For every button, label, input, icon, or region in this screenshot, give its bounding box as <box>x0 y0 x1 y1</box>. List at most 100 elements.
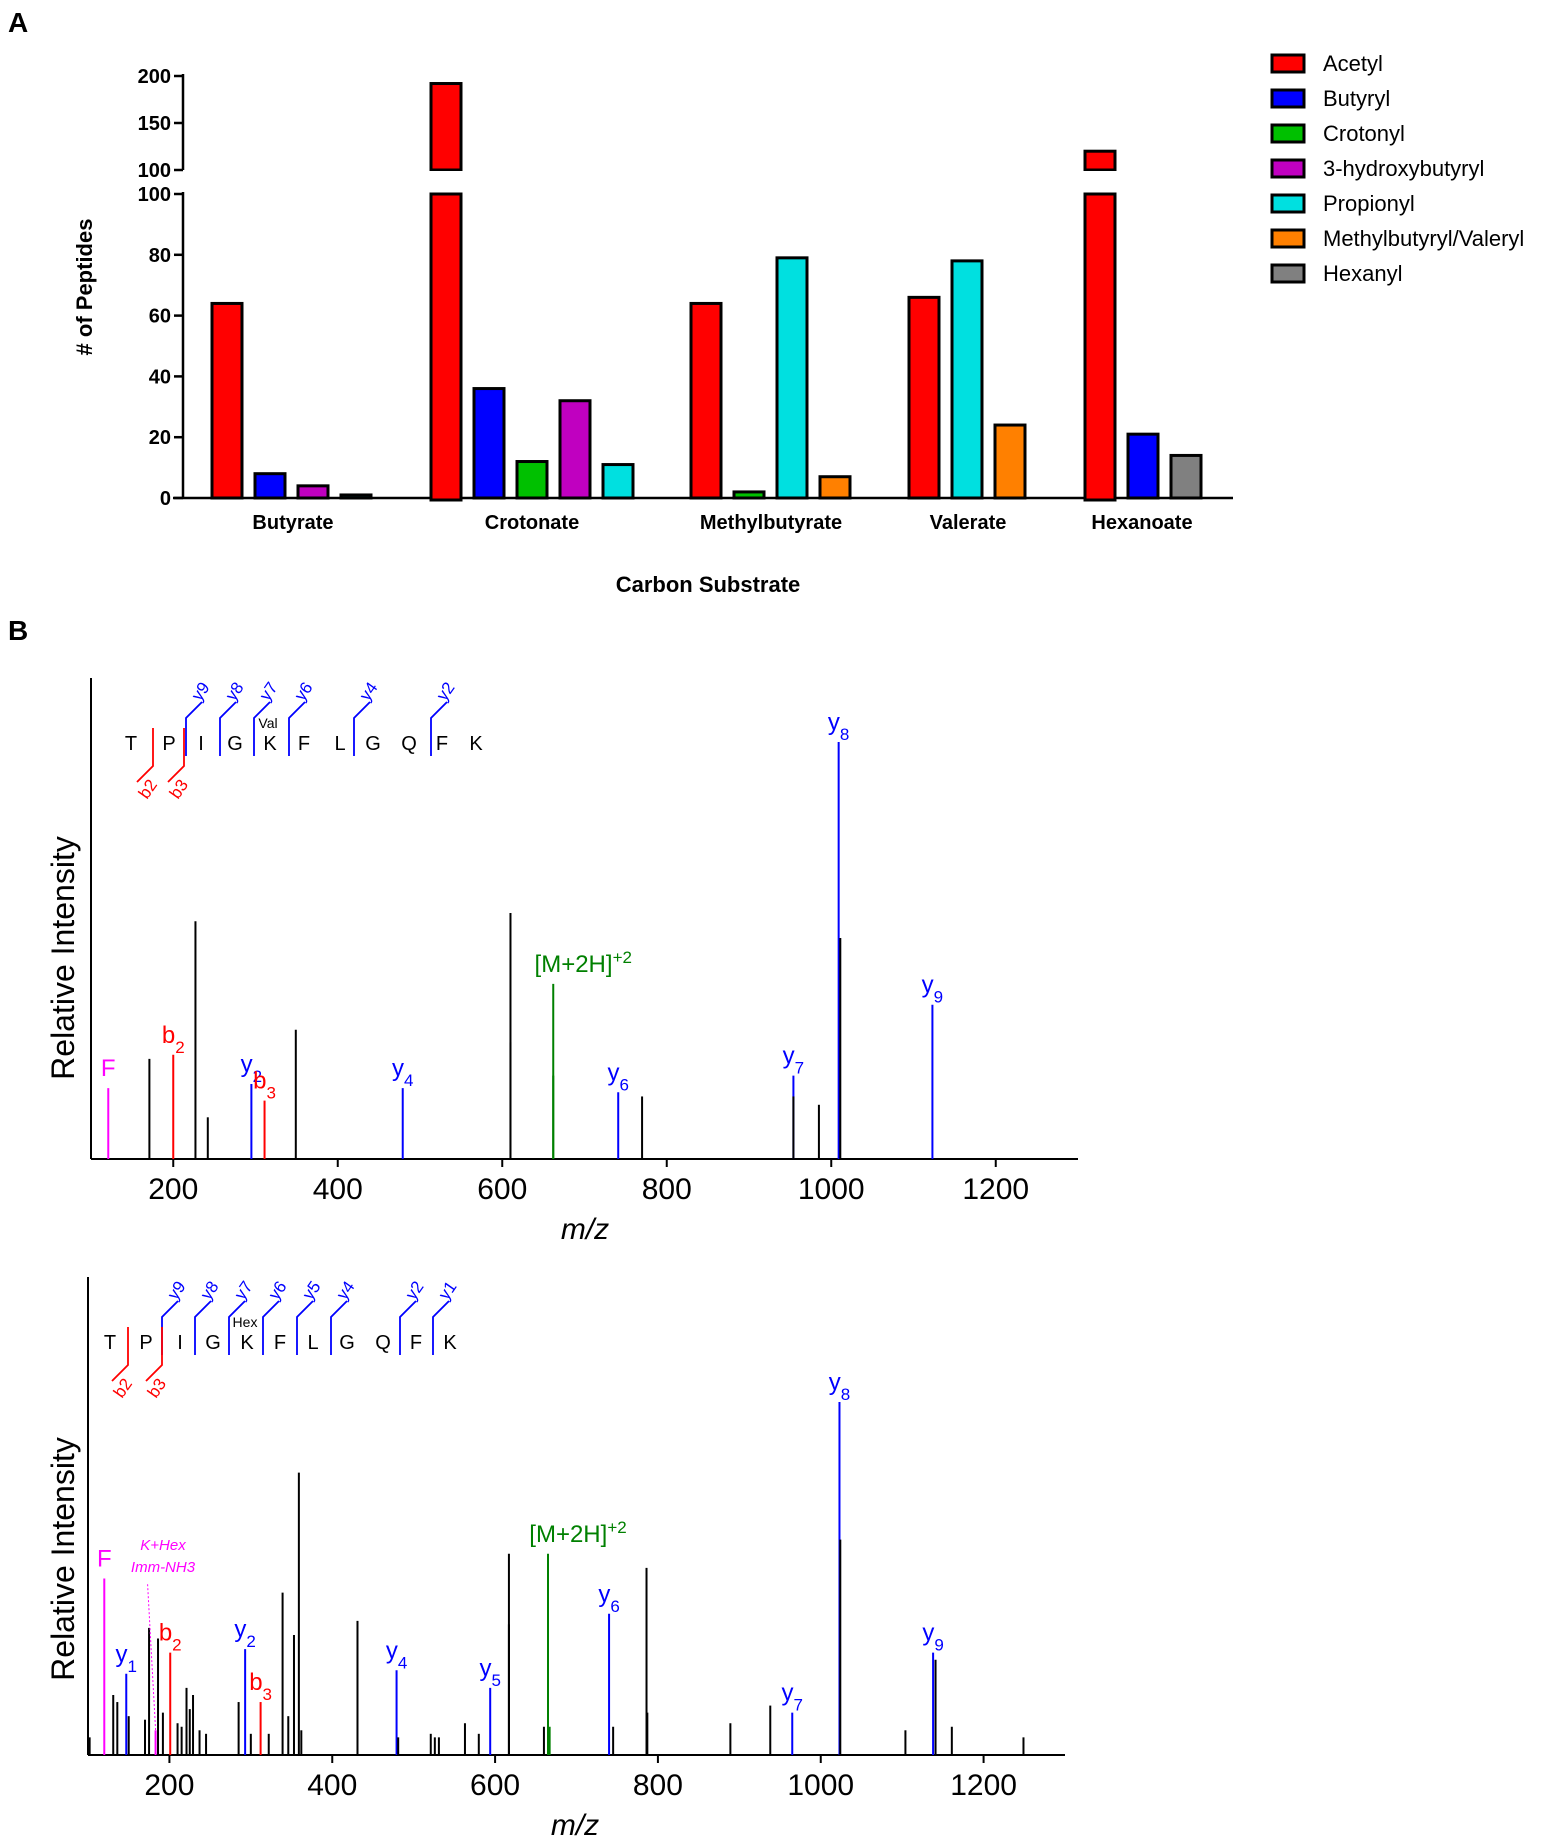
residue: G <box>339 1332 355 1354</box>
y-tick-label: 80 <box>149 245 171 267</box>
chart-legend: Acetyl Butyryl Crotonyl 3-hydroxybutyryl Pro… <box>1270 51 1524 286</box>
peak-label: y6 <box>607 1059 628 1094</box>
axis-break-gap <box>427 171 465 192</box>
panel-label-a: A <box>8 7 28 38</box>
peak-label: y8 <box>828 709 849 744</box>
peak-label-sub: 6 <box>619 1075 628 1094</box>
peak-label: y4 <box>392 1055 413 1090</box>
legend-label-crotonyl: Crotonyl <box>1323 121 1405 146</box>
peak-label: b3 <box>253 1068 276 1103</box>
residue: F <box>274 1332 286 1354</box>
residue: P <box>139 1332 152 1354</box>
residue: Q <box>401 733 417 755</box>
peak-label-sup: +2 <box>613 947 632 966</box>
residue: F <box>410 1332 422 1354</box>
modification-label: Val <box>258 715 277 731</box>
b-ion-cleavage <box>136 728 154 783</box>
y-tick-label: 60 <box>149 306 171 328</box>
peak-label: y5 <box>479 1655 500 1690</box>
y-ion-label: y2 <box>402 1278 428 1304</box>
y-ion-cleavage <box>228 1300 246 1355</box>
b-ion-cleavage <box>167 728 185 783</box>
peak-label-main: F <box>97 1546 112 1573</box>
legend-swatch-acetyl <box>1270 53 1306 74</box>
y-ion-cleavage <box>194 1300 212 1355</box>
legend-swatch-methylbutyryl-valeryl <box>1270 228 1306 249</box>
peak-label-main: y <box>241 1051 253 1078</box>
bar-crotonate-crotonyl <box>515 460 549 500</box>
peak-label-sub: 9 <box>934 1635 943 1654</box>
y-ion-cleavage <box>432 1300 450 1355</box>
y-ion-label: y6 <box>265 1278 291 1304</box>
residue: L <box>334 733 345 755</box>
y-ion-cleavage <box>253 701 271 756</box>
y-ion-label: y4 <box>356 679 382 705</box>
bar-butyrate-butyryl <box>253 472 287 500</box>
y-ion-cleavage <box>296 1300 314 1355</box>
peak-label: y7 <box>782 1680 803 1715</box>
y-ion-cleavage <box>288 701 306 756</box>
legend-label-methylbutyryl-valeryl: Methylbutyryl/Valeryl <box>1323 226 1524 251</box>
bar-chart: 100 150 200 0 20 40 60 80 100 # of Peptides Carbon… <box>72 66 1233 597</box>
peak-label-main: y <box>598 1581 610 1608</box>
x-axis-label: m/z <box>551 1809 599 1841</box>
bar-hexanoate-butyryl <box>1126 432 1160 500</box>
y-ion-cleavage <box>430 701 448 756</box>
legend-swatch-3-hydroxybutyryl <box>1270 158 1306 179</box>
y-tick-label: 100 <box>138 184 171 206</box>
y-ion-cleavage <box>330 1300 348 1355</box>
y-ion-label: y8 <box>197 1278 223 1304</box>
residue: P <box>162 733 175 755</box>
x-tick-label: 800 <box>633 1769 683 1802</box>
b-ion-cleavage <box>111 1327 129 1382</box>
annotation-line-1: K+Hex <box>140 1537 186 1554</box>
y-tick-label: 40 <box>149 366 171 388</box>
legend-label-butyryl: Butyryl <box>1323 86 1390 111</box>
modification-label: Hex <box>233 1314 258 1330</box>
peak-label: y8 <box>829 1369 850 1404</box>
panel-label-b: B <box>8 615 28 646</box>
peak-label-main: y <box>479 1655 491 1682</box>
y-ion-label: y5 <box>299 1278 325 1304</box>
bar-crotonate-acetyl <box>429 192 463 502</box>
x-tick-label: 800 <box>642 1173 692 1206</box>
peak-label: b2 <box>162 1022 185 1057</box>
bar-valerate-acetyl <box>907 295 941 500</box>
x-axis-label: m/z <box>561 1213 609 1246</box>
peak-label: [M+2H]+2 <box>529 1517 626 1548</box>
peak-label: F <box>97 1546 112 1573</box>
peak-label-sub: 1 <box>128 1656 137 1675</box>
bar-butyrate-3-hydroxybutyryl <box>296 484 330 500</box>
y-ion-cleavage <box>185 701 203 756</box>
y-tick-label: 20 <box>149 427 171 449</box>
bar-butyrate-propionyl <box>339 493 373 500</box>
peak-label: y2 <box>234 1616 255 1651</box>
legend-swatch-crotonyl <box>1270 123 1306 144</box>
residue: G <box>205 1332 221 1354</box>
peak-label-sub: 2 <box>175 1037 184 1056</box>
peak-label-sub: 6 <box>610 1596 619 1615</box>
y-ion-label: y8 <box>222 679 248 705</box>
axis-break-gap <box>1081 171 1119 192</box>
y-axis-label: Relative Intensity <box>45 836 81 1080</box>
bar-hexanoate-hexanyl <box>1169 453 1203 500</box>
peak-label: b2 <box>159 1620 182 1655</box>
peak-label-main: F <box>101 1055 116 1082</box>
peak-label-main: y <box>607 1059 619 1086</box>
residue: K <box>263 733 277 755</box>
peak-label-main: y <box>782 1680 794 1707</box>
peak-label-main: b <box>159 1620 172 1647</box>
peak-label-main: b <box>249 1669 262 1696</box>
peak-label: F <box>101 1055 116 1082</box>
peak-label-main: y <box>234 1616 246 1643</box>
peak-label: y9 <box>922 972 943 1007</box>
residue: F <box>298 733 310 755</box>
y-ion-label: y7 <box>256 679 282 705</box>
y-ion-label: y2 <box>433 679 459 705</box>
peak-label: y1 <box>116 1641 137 1676</box>
peak-label-main: [M+2H] <box>535 951 613 978</box>
x-tick-label: 200 <box>148 1173 198 1206</box>
peak-label: y7 <box>783 1043 804 1078</box>
residue: K <box>469 733 483 755</box>
legend-swatch-butyryl <box>1270 88 1306 109</box>
